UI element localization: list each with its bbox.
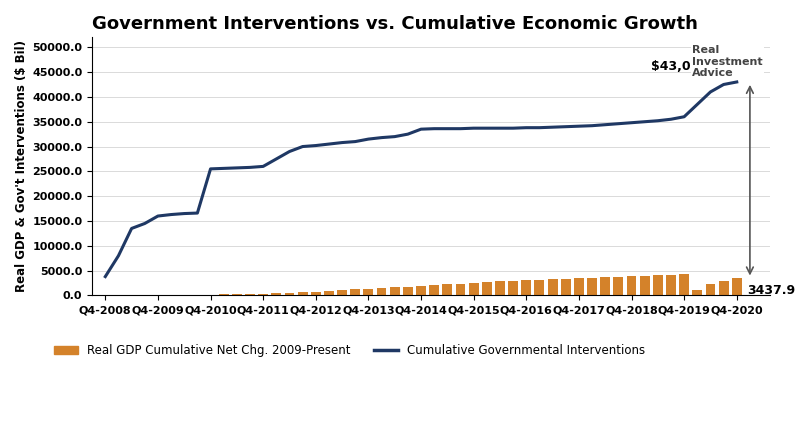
Cumulative Governmental Interventions [429, 126, 439, 131]
Cumulative Governmental Interventions [705, 89, 714, 95]
Cumulative Governmental Interventions [376, 135, 386, 140]
Cumulative Governmental Interventions [599, 122, 609, 127]
Cumulative Governmental Interventions [363, 137, 373, 142]
Cumulative Governmental Interventions [586, 123, 596, 128]
Cumulative Governmental Interventions [389, 134, 399, 139]
Bar [455, 283, 465, 295]
Cumulative Governmental Interventions [127, 226, 136, 231]
Text: 3437.9: 3437.9 [746, 284, 795, 297]
Cumulative Governmental Interventions [665, 117, 675, 122]
Cumulative Governmental Interventions [547, 125, 557, 130]
Cumulative Governmental Interventions [298, 144, 307, 149]
Cumulative Governmental Interventions [718, 82, 727, 87]
Bar [547, 279, 557, 295]
Cumulative Governmental Interventions [495, 125, 504, 131]
Bar [389, 287, 399, 295]
Bar [534, 280, 543, 295]
Cumulative Governmental Interventions [626, 120, 636, 125]
Cumulative Governmental Interventions [350, 139, 359, 144]
Bar [705, 283, 714, 295]
Cumulative Governmental Interventions [402, 131, 412, 137]
Bar [337, 290, 346, 295]
Cumulative Governmental Interventions [192, 210, 202, 216]
Bar [376, 288, 386, 295]
Bar [271, 293, 281, 295]
Cumulative Governmental Interventions [245, 165, 255, 170]
Bar [429, 285, 439, 295]
Bar [245, 294, 255, 295]
Cumulative Governmental Interventions [166, 212, 176, 217]
Cumulative Governmental Interventions [731, 79, 740, 85]
Bar [508, 281, 517, 295]
Bar [652, 275, 662, 295]
Cumulative Governmental Interventions [416, 126, 426, 132]
Cumulative Governmental Interventions [560, 124, 570, 129]
Bar [324, 291, 333, 295]
Bar [363, 289, 373, 295]
Cumulative Governmental Interventions [534, 125, 543, 130]
Cumulative Governmental Interventions [205, 166, 215, 172]
Bar [560, 279, 570, 295]
Bar [481, 282, 491, 295]
Bar [731, 279, 740, 295]
Cumulative Governmental Interventions [455, 126, 465, 131]
Bar [678, 274, 689, 295]
Text: Real
Investment
Advice: Real Investment Advice [692, 45, 762, 78]
Cumulative Governmental Interventions [639, 119, 649, 125]
Cumulative Governmental Interventions [337, 140, 346, 145]
Cumulative Governmental Interventions [652, 118, 662, 123]
Bar [639, 275, 649, 295]
Bar [495, 281, 504, 295]
Bar [350, 289, 360, 295]
Cumulative Governmental Interventions [218, 166, 228, 171]
Cumulative Governmental Interventions [284, 149, 294, 154]
Cumulative Governmental Interventions [613, 121, 623, 126]
Cumulative Governmental Interventions [179, 211, 189, 216]
Bar [692, 290, 702, 295]
Cumulative Governmental Interventions [311, 143, 320, 148]
Cumulative Governmental Interventions [679, 114, 689, 119]
Text: $43,007.85: $43,007.85 [650, 60, 729, 73]
Line: Cumulative Governmental Interventions: Cumulative Governmental Interventions [105, 82, 736, 277]
Bar [298, 292, 307, 295]
Cumulative Governmental Interventions [468, 125, 478, 131]
Cumulative Governmental Interventions [442, 126, 452, 131]
Bar [612, 277, 623, 295]
Bar [258, 294, 268, 295]
Bar [402, 287, 412, 295]
Bar [586, 278, 596, 295]
Bar [718, 280, 727, 295]
Bar [573, 278, 583, 295]
Cumulative Governmental Interventions [692, 101, 702, 107]
Cumulative Governmental Interventions [114, 253, 123, 259]
Legend: Real GDP Cumulative Net Chg. 2009-Present, Cumulative Governmental Interventions: Real GDP Cumulative Net Chg. 2009-Presen… [49, 340, 649, 362]
Bar [521, 280, 530, 295]
Bar [415, 286, 426, 295]
Bar [442, 284, 452, 295]
Cumulative Governmental Interventions [139, 221, 149, 226]
Cumulative Governmental Interventions [152, 213, 162, 218]
Cumulative Governmental Interventions [508, 125, 517, 131]
Bar [626, 276, 636, 295]
Cumulative Governmental Interventions [232, 165, 242, 170]
Cumulative Governmental Interventions [101, 274, 110, 279]
Cumulative Governmental Interventions [482, 125, 491, 131]
Bar [284, 292, 294, 295]
Bar [311, 291, 320, 295]
Bar [599, 277, 609, 295]
Bar [665, 275, 675, 295]
Cumulative Governmental Interventions [573, 124, 583, 129]
Cumulative Governmental Interventions [271, 156, 281, 162]
Text: Government Interventions vs. Cumulative Economic Growth: Government Interventions vs. Cumulative … [92, 15, 697, 33]
Cumulative Governmental Interventions [521, 125, 530, 130]
Cumulative Governmental Interventions [324, 142, 333, 147]
Bar [468, 283, 478, 295]
Cumulative Governmental Interventions [258, 164, 268, 169]
Bar [232, 294, 242, 295]
Y-axis label: Real GDP & Gov't Interventions ($ Bil): Real GDP & Gov't Interventions ($ Bil) [15, 40, 28, 292]
